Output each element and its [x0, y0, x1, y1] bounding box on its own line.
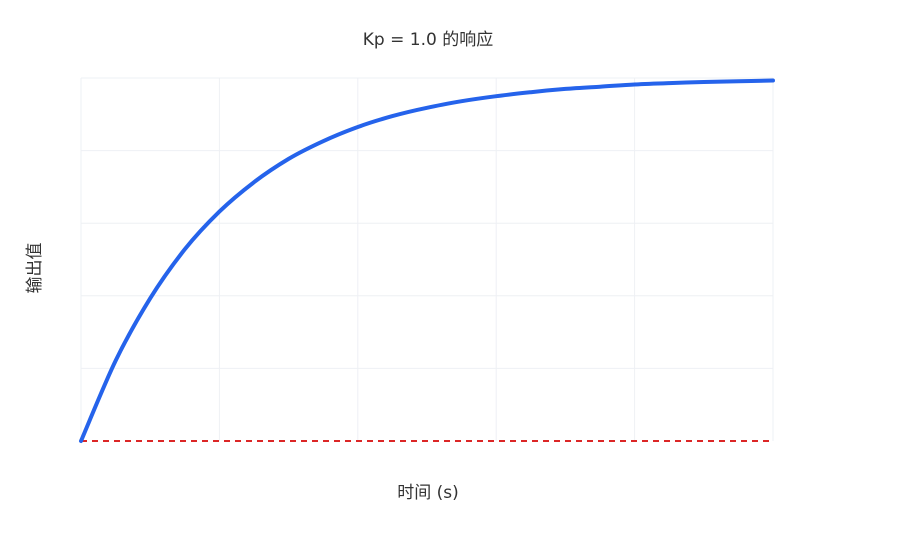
- y-axis-label: 输出值: [25, 243, 45, 294]
- chart-title: Kp = 1.0 的响应: [363, 30, 493, 50]
- x-axis-label: 时间 (s): [397, 483, 459, 503]
- grid: [80, 77, 774, 441]
- series-layer: [79, 78, 775, 443]
- response-curve-line: [79, 78, 775, 443]
